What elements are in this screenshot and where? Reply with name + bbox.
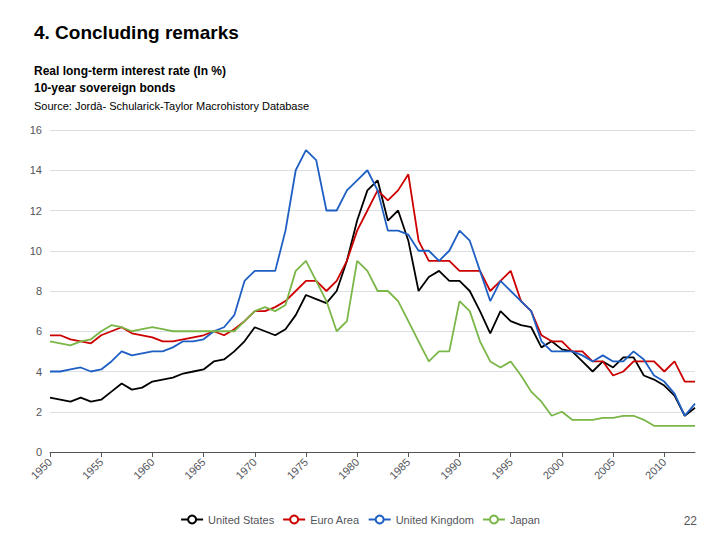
svg-text:10: 10 (30, 245, 42, 257)
svg-text:4: 4 (36, 366, 42, 378)
svg-text:1975: 1975 (284, 456, 310, 482)
svg-text:16: 16 (30, 124, 42, 136)
svg-text:0: 0 (36, 446, 42, 458)
svg-text:1955: 1955 (80, 456, 106, 482)
svg-text:14: 14 (30, 164, 42, 176)
svg-text:2: 2 (36, 406, 42, 418)
svg-text:12: 12 (30, 205, 42, 217)
svg-text:8: 8 (36, 285, 42, 297)
svg-text:United Kingdom: United Kingdom (396, 514, 474, 526)
svg-text:1980: 1980 (336, 456, 362, 482)
svg-text:22: 22 (684, 514, 698, 528)
svg-text:2000: 2000 (540, 456, 566, 482)
svg-text:6: 6 (36, 325, 42, 337)
svg-text:1985: 1985 (387, 456, 413, 482)
svg-text:1990: 1990 (438, 456, 464, 482)
svg-text:10-year sovereign bonds: 10-year sovereign bonds (34, 81, 176, 95)
svg-text:1970: 1970 (233, 456, 259, 482)
svg-text:1995: 1995 (489, 456, 515, 482)
svg-text:Real long-term interest rate (: Real long-term interest rate (In %) (34, 64, 226, 78)
svg-text:Source: Jordà- Schularick-Tayl: Source: Jordà- Schularick-Taylor Macrohi… (34, 100, 309, 112)
svg-text:1950: 1950 (28, 456, 54, 482)
svg-text:2010: 2010 (643, 456, 669, 482)
svg-text:4. Concluding remarks: 4. Concluding remarks (34, 22, 239, 43)
svg-text:Euro Area: Euro Area (310, 514, 360, 526)
svg-text:1960: 1960 (131, 456, 157, 482)
svg-text:Japan: Japan (510, 514, 540, 526)
svg-text:2005: 2005 (592, 456, 618, 482)
svg-text:United States: United States (208, 514, 275, 526)
svg-text:1965: 1965 (182, 456, 208, 482)
